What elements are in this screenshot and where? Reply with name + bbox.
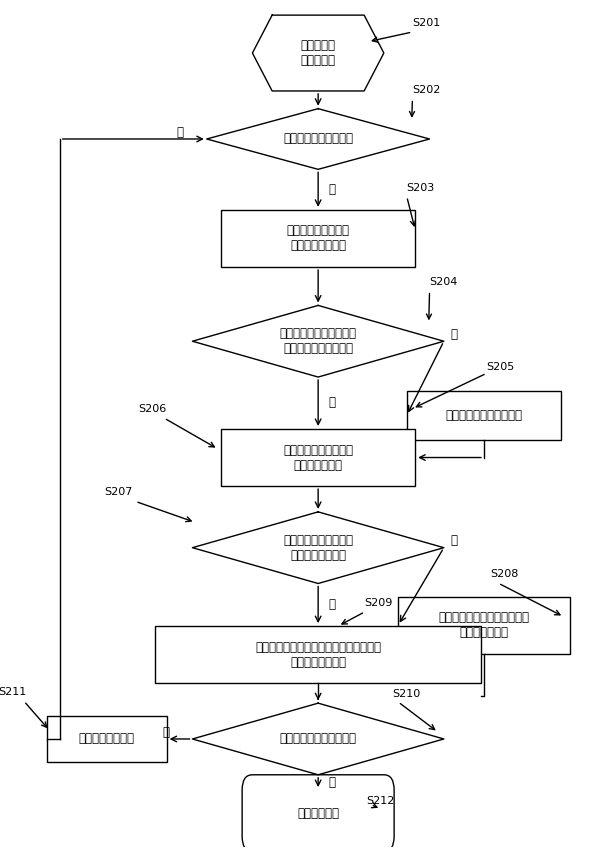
- FancyBboxPatch shape: [242, 774, 394, 851]
- Text: 获取下一管段参数: 获取下一管段参数: [78, 733, 135, 745]
- Polygon shape: [192, 703, 444, 774]
- Text: 是: 是: [328, 397, 336, 409]
- FancyBboxPatch shape: [398, 597, 570, 654]
- Text: 是: 是: [328, 183, 336, 196]
- Text: 按最小坡度计算管段
出口处管内底标高: 按最小坡度计算管段 出口处管内底标高: [286, 225, 350, 253]
- Text: S203: S203: [407, 183, 435, 193]
- Text: 更新下游检查井内底标
高，坡度和井深: 更新下游检查井内底标 高，坡度和井深: [283, 443, 353, 471]
- Text: S204: S204: [430, 277, 458, 288]
- FancyBboxPatch shape: [221, 429, 415, 486]
- Polygon shape: [207, 109, 430, 169]
- Polygon shape: [192, 511, 444, 584]
- Text: S210: S210: [392, 688, 421, 699]
- Text: 坡度调整结束: 坡度调整结束: [297, 807, 339, 820]
- Text: S202: S202: [412, 85, 441, 95]
- Text: 相邻管段在下游检查井
节点处为进水节点: 相邻管段在下游检查井 节点处为进水节点: [283, 534, 353, 562]
- Text: 采用管顶平接，更新相邻管段
（干管）的坡度: 采用管顶平接，更新相邻管段 （干管）的坡度: [438, 611, 530, 639]
- Text: 该管段出水节点为出水口: 该管段出水节点为出水口: [280, 733, 357, 745]
- Text: 获取上游初
始管段数据: 获取上游初 始管段数据: [300, 39, 336, 67]
- Text: 管段坡度小于最小坡度: 管段坡度小于最小坡度: [283, 133, 353, 146]
- Text: 否: 否: [328, 598, 336, 611]
- Polygon shape: [252, 15, 384, 91]
- Text: 更新管段出水偏移和坡度: 更新管段出水偏移和坡度: [445, 408, 522, 422]
- FancyBboxPatch shape: [221, 210, 415, 267]
- Text: S211: S211: [0, 687, 26, 697]
- Text: S207: S207: [104, 487, 132, 497]
- FancyBboxPatch shape: [407, 391, 561, 440]
- FancyBboxPatch shape: [155, 626, 481, 683]
- Text: S201: S201: [412, 18, 441, 28]
- Text: S208: S208: [491, 568, 519, 579]
- Text: 否: 否: [451, 328, 458, 341]
- Text: 管段出口处管内底标高小
于下游检查井内底标高: 管段出口处管内底标高小 于下游检查井内底标高: [280, 328, 357, 355]
- Text: S212: S212: [367, 797, 395, 807]
- Text: 采用跌水连接，更新相邻管段（支管）出
水偏移，坡度不变: 采用跌水连接，更新相邻管段（支管）出 水偏移，坡度不变: [255, 641, 381, 669]
- FancyBboxPatch shape: [47, 716, 167, 762]
- Text: S206: S206: [138, 403, 167, 414]
- Text: 是: 是: [451, 534, 458, 547]
- Text: 否: 否: [177, 126, 184, 139]
- Text: S209: S209: [364, 598, 392, 608]
- Polygon shape: [192, 306, 444, 377]
- Text: 是: 是: [328, 776, 336, 789]
- Text: S205: S205: [486, 362, 515, 372]
- Text: 否: 否: [162, 726, 170, 739]
